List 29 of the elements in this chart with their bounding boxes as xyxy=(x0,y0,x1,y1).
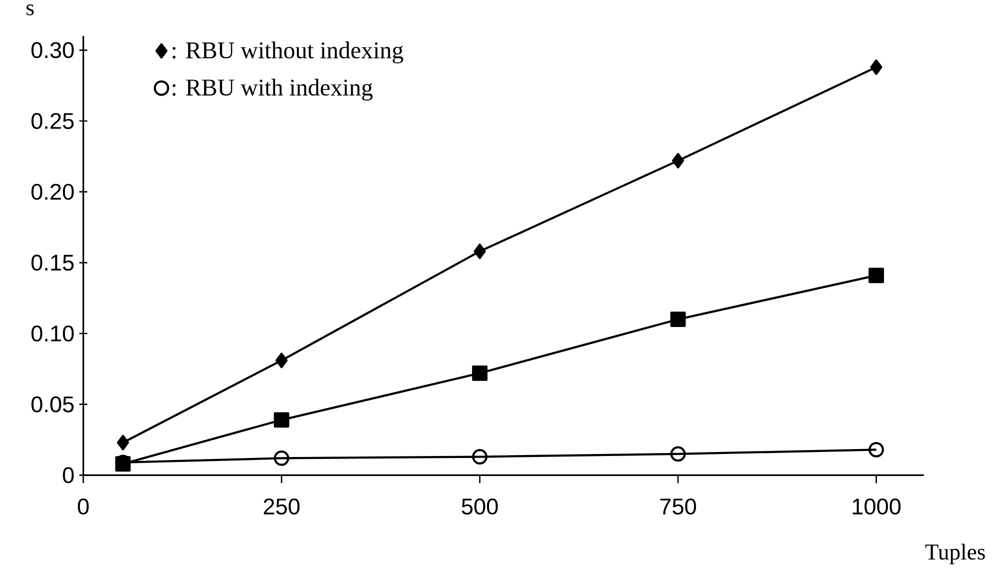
x-axis-title: Tuples xyxy=(925,544,985,564)
x-tick-label: 0 xyxy=(78,498,89,515)
point xyxy=(474,244,486,260)
point xyxy=(670,312,686,328)
y-tick-label: 0 xyxy=(62,467,74,484)
point xyxy=(274,412,290,428)
point xyxy=(274,450,290,466)
x-tick-label: 250 xyxy=(264,498,300,515)
y-axis-title: s xyxy=(26,4,34,16)
point xyxy=(275,352,288,368)
point xyxy=(116,435,130,450)
point xyxy=(472,449,488,465)
x-tick-label: 1000 xyxy=(852,498,901,515)
y-tick-label: 0.25 xyxy=(31,113,74,130)
y-tick-label: 0.10 xyxy=(31,326,74,342)
legend-label: : RBU without indexing xyxy=(172,42,404,64)
y-tick-label: 0.05 xyxy=(31,396,74,413)
x-tick-label: 500 xyxy=(462,498,498,515)
x-tick-label: 750 xyxy=(660,498,696,515)
legend-label: : RBU with indexing xyxy=(172,78,373,101)
point xyxy=(670,446,686,462)
point xyxy=(672,153,684,169)
point xyxy=(868,268,884,284)
y-tick-label: 0.30 xyxy=(31,42,74,58)
y-tick-label: 0.15 xyxy=(31,254,74,271)
point xyxy=(870,60,882,76)
point xyxy=(472,366,488,382)
y-tick-label: 0.20 xyxy=(31,184,74,200)
point xyxy=(868,442,884,458)
